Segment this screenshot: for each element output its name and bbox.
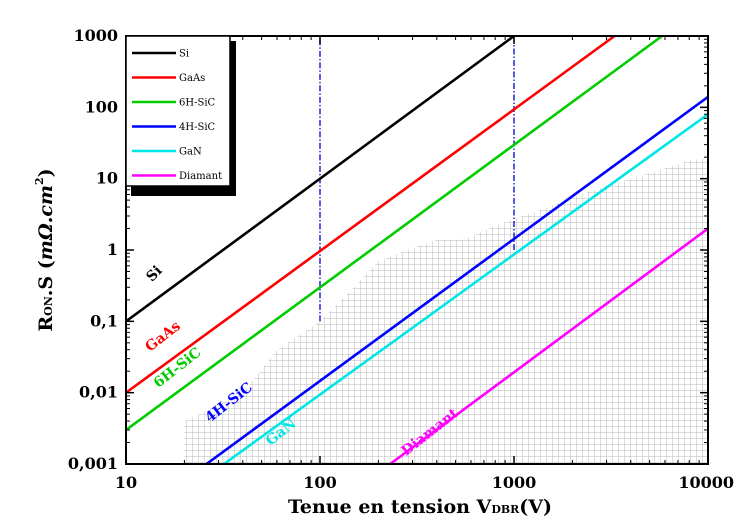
y-tick-label: 1000 [73, 26, 118, 45]
series-lines [126, 36, 708, 464]
y-tick-label: 100 [85, 97, 118, 116]
series-label-si: Si [143, 263, 165, 285]
y-tick-label: 10 [96, 169, 118, 188]
x-tick-label: 10 [115, 473, 137, 492]
x-tick-label: 10000 [678, 473, 734, 492]
svg-text:RON.S (mΩ.cm2): RON.S (mΩ.cm2) [33, 168, 57, 331]
series-line-si [126, 36, 515, 323]
y-tick-label: 0,1 [90, 311, 118, 330]
x-tick-label: 100 [303, 473, 336, 492]
x-axis-title-main: Tenue en tension V [288, 496, 493, 518]
x-axis-title: Tenue en tension VDBR(V) [288, 496, 552, 518]
legend-label-gan: GaN [179, 147, 202, 158]
series-label-gaas: GaAs [143, 318, 184, 355]
legend: Si GaAs 6H-SiC 4H-SiC GaN Diamant [125, 35, 236, 196]
y-axis-title-unit: mΩ.cm [35, 185, 57, 260]
series-line-diamant [389, 227, 708, 464]
series-line-gaas [126, 36, 616, 394]
legend-label-4h-sic: 4H-SiC [179, 122, 216, 133]
svg-text:Tenue en tension VDBR(V): Tenue en tension VDBR(V) [288, 496, 552, 518]
y-tick-label: 0,01 [79, 383, 118, 402]
axis-ticks: 10 100 1000 10000 0,001 0,01 0,1 1 10 100 1000 [68, 26, 734, 492]
shaded-region [184, 157, 708, 464]
series-line-gan [223, 113, 708, 464]
legend-label-si: Si [179, 49, 189, 60]
y-axis-title-close: ) [35, 168, 57, 177]
y-axis-title: RON.S (mΩ.cm2) [33, 168, 57, 331]
legend-label-gaas: GaAs [179, 73, 205, 84]
series-line-4h-sic [205, 95, 708, 464]
x-tick-label: 1000 [492, 473, 537, 492]
y-axis-title-main: R [35, 316, 57, 332]
y-tick-label: 0,001 [68, 454, 118, 473]
y-tick-label: 1 [107, 240, 118, 259]
legend-box [125, 35, 231, 187]
series-line-6h-sic [126, 36, 663, 432]
y-axis-title-sup: 2 [33, 177, 46, 185]
x-axis-title-unit: (V) [519, 496, 552, 518]
y-axis-title-sub: ON [42, 296, 55, 316]
y-axis-title-rest: .S ( [35, 260, 57, 296]
x-axis-title-sub: DBR [491, 503, 520, 516]
feasibility-region [184, 157, 708, 464]
legend-label-diamant: Diamant [179, 171, 222, 182]
legend-label-6h-sic: 6H-SiC [179, 98, 216, 109]
